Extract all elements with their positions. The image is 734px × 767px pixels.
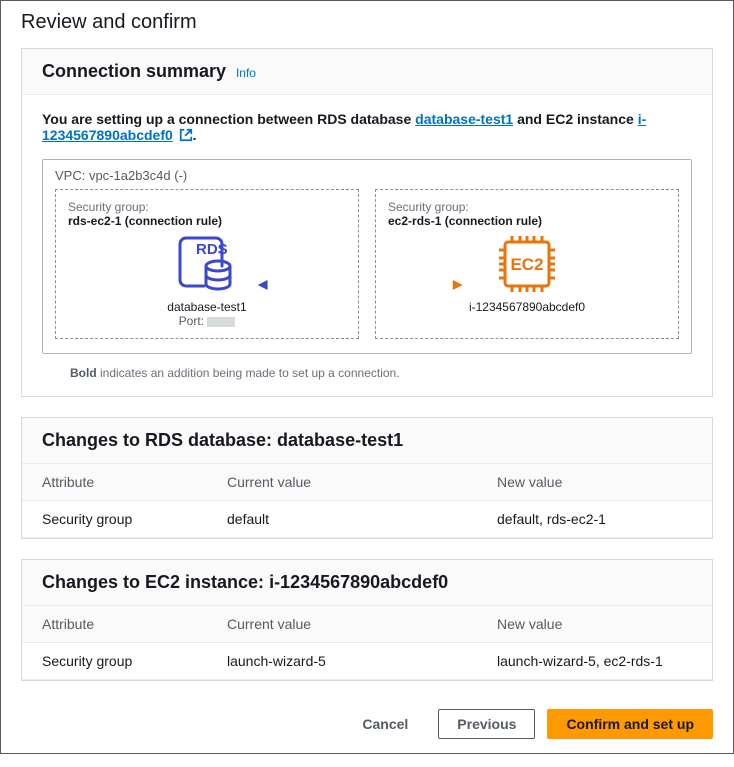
sg-name-right: ec2-rds-1 (connection rule) xyxy=(388,214,666,228)
cell-current: launch-wizard-5 xyxy=(227,653,497,669)
review-confirm-modal: Review and confirm Connection summary In… xyxy=(0,0,734,754)
modal-actions: Cancel Previous Confirm and set up xyxy=(1,701,733,753)
panel-header: Connection summary Info xyxy=(22,49,712,94)
external-link-icon xyxy=(179,128,193,145)
rds-table-header: Attribute Current value New value xyxy=(22,463,712,501)
rds-resource-name: database-test1 xyxy=(167,300,246,314)
footnote-bold: Bold xyxy=(70,366,97,380)
ec2-changes-header: Changes to EC2 instance: i-1234567890abc… xyxy=(22,560,712,605)
cell-current: default xyxy=(227,511,497,527)
ec2-icon-label: EC2 xyxy=(510,255,543,274)
ec2-icon-wrap: EC2 i-1234567890abcdef0 xyxy=(388,232,666,314)
col-header-current: Current value xyxy=(227,474,497,490)
cell-new: default, rds-ec2-1 xyxy=(497,511,692,527)
footnote: Bold indicates an addition being made to… xyxy=(42,366,692,380)
ec2-changes-title: Changes to EC2 instance: i-1234567890abc… xyxy=(42,572,448,592)
connection-sentence: You are setting up a connection between … xyxy=(42,111,692,145)
sentence-suffix: . xyxy=(193,127,197,143)
rds-security-group-box: Security group: rds-ec2-1 (connection ru… xyxy=(55,189,359,339)
connection-summary-panel: Connection summary Info You are setting … xyxy=(21,48,713,397)
sg-label-left: Security group: xyxy=(68,200,346,214)
ec2-resource-name: i-1234567890abcdef0 xyxy=(469,300,585,314)
sg-label-right: Security group: xyxy=(388,200,666,214)
panel-body: You are setting up a connection between … xyxy=(22,94,712,396)
footnote-rest: indicates an addition being made to set … xyxy=(97,366,400,380)
col-header-new: New value xyxy=(497,474,692,490)
rds-changes-title: Changes to RDS database: database-test1 xyxy=(42,430,403,450)
modal-header: Review and confirm xyxy=(1,1,733,48)
modal-title: Review and confirm xyxy=(21,11,713,34)
col-header-new: New value xyxy=(497,616,692,632)
rds-icon: RDS xyxy=(172,232,242,296)
cell-attr: Security group xyxy=(42,511,227,527)
info-link[interactable]: Info xyxy=(236,66,256,80)
table-row: Security group default default, rds-ec2-… xyxy=(22,501,712,538)
rds-icon-wrap: RDS database-test1 Port: xyxy=(68,232,346,328)
rds-changes-panel: Changes to RDS database: database-test1 … xyxy=(21,417,713,539)
ec2-changes-title-prefix: Changes to EC2 instance: xyxy=(42,572,269,592)
port-label: Port: xyxy=(179,314,208,328)
sentence-prefix: You are setting up a connection between … xyxy=(42,111,415,127)
ec2-changes-panel: Changes to EC2 instance: i-1234567890abc… xyxy=(21,559,713,681)
vpc-box: VPC: vpc-1a2b3c4d (-) Security group: rd… xyxy=(42,159,692,354)
ec2-table-header: Attribute Current value New value xyxy=(22,605,712,643)
previous-button[interactable]: Previous xyxy=(438,709,535,739)
ec2-security-group-box: Security group: ec2-rds-1 (connection ru… xyxy=(375,189,679,339)
rds-icon-label: RDS xyxy=(196,241,228,258)
connection-summary-title: Connection summary xyxy=(42,61,226,81)
rds-changes-title-prefix: Changes to RDS database: xyxy=(42,430,277,450)
port-redacted xyxy=(207,317,235,327)
sentence-mid: and EC2 instance xyxy=(513,111,637,127)
sg-name-left: rds-ec2-1 (connection rule) xyxy=(68,214,346,228)
confirm-button[interactable]: Confirm and set up xyxy=(547,709,713,739)
cell-new: launch-wizard-5, ec2-rds-1 xyxy=(497,653,692,669)
security-group-row: Security group: rds-ec2-1 (connection ru… xyxy=(55,189,679,339)
col-header-current: Current value xyxy=(227,616,497,632)
rds-port: Port: xyxy=(179,314,236,328)
ec2-changes-title-id: i-1234567890abcdef0 xyxy=(269,572,448,592)
ec2-icon: EC2 xyxy=(490,232,564,296)
col-header-attribute: Attribute xyxy=(42,474,227,490)
rds-changes-header: Changes to RDS database: database-test1 xyxy=(22,418,712,463)
table-row: Security group launch-wizard-5 launch-wi… xyxy=(22,643,712,680)
rds-changes-title-id: database-test1 xyxy=(277,430,403,450)
cell-attr: Security group xyxy=(42,653,227,669)
rds-db-link[interactable]: database-test1 xyxy=(415,111,513,127)
col-header-attribute: Attribute xyxy=(42,616,227,632)
vpc-label: VPC: vpc-1a2b3c4d (-) xyxy=(55,168,679,183)
cancel-button[interactable]: Cancel xyxy=(344,710,426,738)
